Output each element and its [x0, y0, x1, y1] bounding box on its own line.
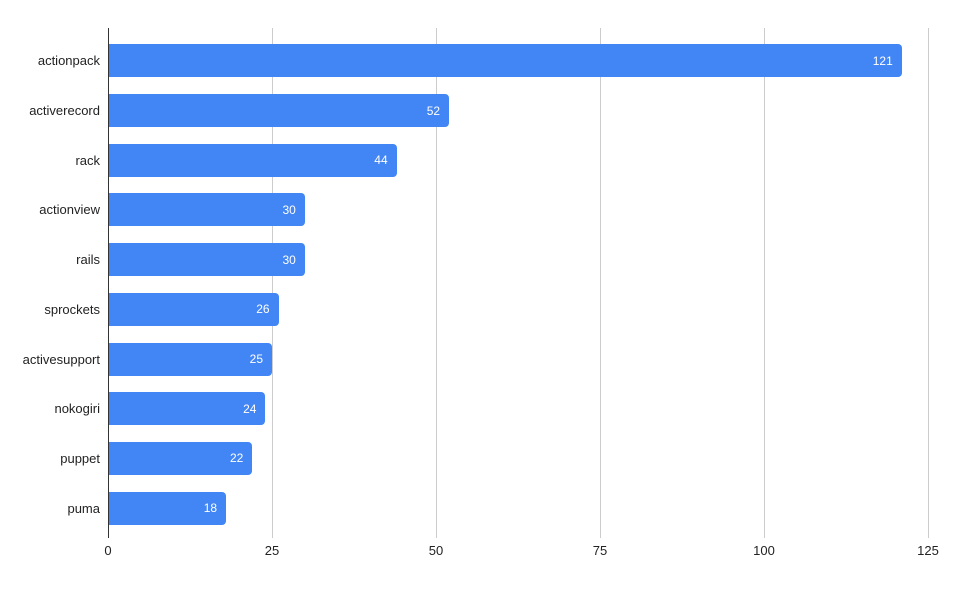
gridline-x-100: [764, 28, 765, 538]
bar-puppet[interactable]: 22: [109, 441, 253, 475]
bar-value-label-rails: 30: [282, 252, 296, 267]
category-label-activerecord: activerecord: [29, 103, 100, 119]
gridline-x-125: [928, 28, 929, 538]
x-axis-tick-label-75: 75: [592, 543, 608, 558]
bar-value-label-actionview: 30: [282, 202, 296, 217]
bar-sprockets[interactable]: 26: [109, 292, 279, 326]
category-label-nokogiri: nokogiri: [54, 401, 100, 417]
category-label-actionpack: actionpack: [37, 53, 100, 69]
bar-value-label-nokogiri: 24: [243, 401, 257, 416]
x-axis-tick-label-0: 0: [104, 543, 112, 558]
gridline-x-75: [600, 28, 601, 538]
gridline-x-50: [436, 28, 437, 538]
bar-value-label-activesupport: 25: [249, 352, 263, 367]
bar-nokogiri[interactable]: 24: [109, 392, 266, 426]
bar-value-label-sprockets: 26: [256, 302, 270, 317]
bar-rack[interactable]: 44: [109, 143, 397, 177]
category-label-rack: rack: [75, 152, 100, 168]
gridline-x-25: [272, 28, 273, 538]
bar-value-label-actionpack: 121: [872, 53, 893, 68]
bar-value-label-puppet: 22: [229, 451, 244, 466]
bar-value-label-puma: 18: [203, 501, 218, 516]
bar-activesupport[interactable]: 25: [109, 342, 272, 376]
bar-actionpack[interactable]: 121: [109, 44, 902, 78]
category-label-actionview: actionview: [39, 202, 100, 218]
bar-value-label-rack: 44: [374, 153, 388, 168]
category-label-puppet: puppet: [60, 450, 100, 466]
x-axis-tick-label-25: 25: [264, 543, 280, 558]
category-label-sprockets: sprockets: [44, 301, 100, 317]
category-label-activesupport: activesupport: [22, 351, 100, 367]
category-label-puma: puma: [67, 500, 100, 516]
bar-actionview[interactable]: 30: [109, 193, 305, 227]
bar-rails[interactable]: 30: [109, 243, 305, 277]
bar-activerecord[interactable]: 52: [109, 94, 450, 128]
x-axis-tick-label-50: 50: [428, 543, 444, 558]
x-axis-tick-label-100: 100: [753, 543, 775, 558]
x-axis-tick-label-125: 125: [917, 543, 939, 558]
bar-puma[interactable]: 18: [109, 491, 227, 525]
category-label-rails: rails: [76, 252, 100, 268]
bar-value-label-activerecord: 52: [426, 103, 441, 118]
y-axis-line: [108, 28, 109, 538]
